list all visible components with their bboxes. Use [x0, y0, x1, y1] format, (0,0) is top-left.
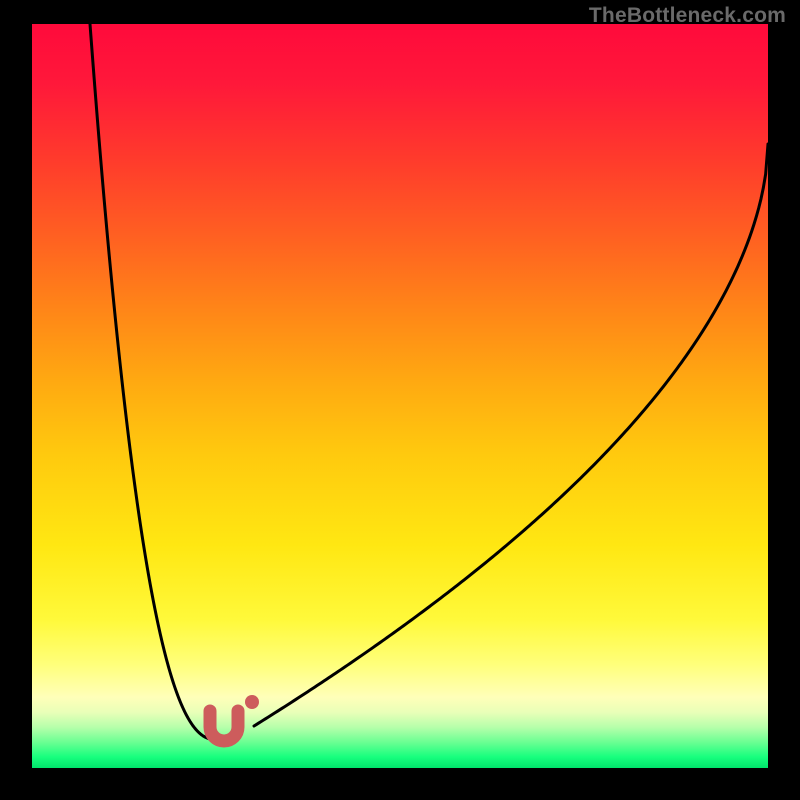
chart-stage: TheBottleneck.com	[0, 0, 800, 800]
curve-layer	[32, 24, 768, 768]
trough-u-marker	[210, 711, 238, 741]
watermark-text: TheBottleneck.com	[589, 4, 786, 28]
trough-dot-marker	[245, 695, 259, 709]
plot-area	[32, 24, 768, 768]
